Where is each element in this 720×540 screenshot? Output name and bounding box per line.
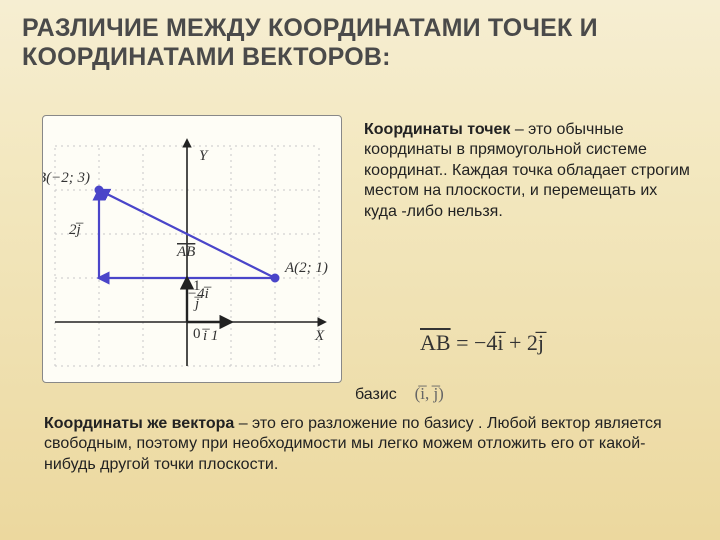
vector-definition: Координаты же вектора – это его разложен… <box>44 414 684 475</box>
svg-text:0: 0 <box>193 326 201 342</box>
svg-text:AB: AB <box>176 244 195 260</box>
slide: РАЗЛИЧИЕ МЕЖДУ КООРДИНАТАМИ ТОЧЕК И КООР… <box>0 0 720 540</box>
vector-formula: AB = −4i̅ + 2j̅ <box>420 330 544 356</box>
vector-definition-lead: Координаты же вектора <box>44 415 234 432</box>
coordinate-diagram: XY0AB2j̅−4i̅i̅ 1j̅1A(2; 1)B(−2; 3) <box>42 115 342 383</box>
basis-label: базис <box>355 386 397 403</box>
slide-title: РАЗЛИЧИЕ МЕЖДУ КООРДИНАТАМИ ТОЧЕК И КООР… <box>22 14 698 72</box>
svg-text:A(2; 1): A(2; 1) <box>284 260 328 276</box>
formula-rhs: = −4i̅ + 2j̅ <box>451 330 544 355</box>
svg-text:X: X <box>314 328 325 344</box>
points-definition: Координаты точек – это обычные координат… <box>364 120 694 222</box>
formula-lhs: AB <box>420 330 451 355</box>
points-definition-lead: Координаты точек <box>364 121 510 138</box>
diagram-svg: XY0AB2j̅−4i̅i̅ 1j̅1A(2; 1)B(−2; 3) <box>43 116 343 384</box>
svg-text:B(−2; 3): B(−2; 3) <box>43 170 90 186</box>
svg-text:i̅ 1: i̅ 1 <box>201 328 218 344</box>
svg-text:Y: Y <box>199 148 209 164</box>
svg-text:1: 1 <box>193 278 201 294</box>
basis-symbols: (i̅, j̅) <box>415 384 444 403</box>
svg-text:2j̅: 2j̅ <box>69 222 84 238</box>
basis-label-row: базис (i̅, j̅) <box>355 384 444 404</box>
